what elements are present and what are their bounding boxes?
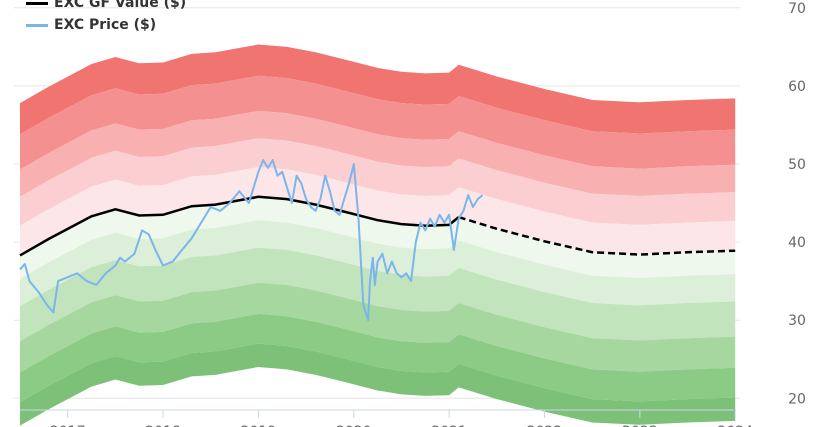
legend-item-gf-value[interactable]: EXC GF Value ($)	[26, 0, 186, 14]
x-tick-label-2019: 2019	[241, 424, 277, 427]
value-band-1	[20, 75, 736, 170]
x-tick-label-2022: 2022	[527, 424, 563, 427]
x-tick-label-2024: 2024	[717, 424, 753, 427]
y-tick-label-30: 30	[788, 313, 806, 329]
y-tick-label-70: 70	[788, 1, 806, 17]
value-band-2	[20, 110, 736, 197]
x-tick-label-2018: 2018	[145, 424, 181, 427]
value-band-4	[20, 167, 736, 256]
x-tick-label-2017: 2017	[50, 424, 86, 427]
price-line	[19, 159, 484, 322]
value-band-5	[20, 196, 736, 279]
x-tick-label-2020: 2020	[336, 424, 372, 427]
value-band-0	[20, 44, 736, 135]
y-tick-label-40: 40	[788, 235, 806, 251]
legend-swatch-gf-value	[26, 1, 48, 5]
legend-swatch-price	[26, 23, 48, 27]
y-tick-label-50: 50	[788, 157, 806, 173]
value-band-9	[20, 313, 736, 403]
value-band-3	[20, 138, 736, 226]
y-tick-label-20: 20	[788, 391, 806, 407]
legend-label-gf-value: EXC GF Value ($)	[54, 0, 187, 11]
legend: EXC GF Value ($) EXC Price ($)	[26, 0, 186, 36]
legend-item-price[interactable]: EXC Price ($)	[26, 14, 186, 36]
y-tick-label-60: 60	[788, 79, 806, 95]
gf-value-line	[19, 195, 460, 257]
value-band-7	[20, 247, 736, 342]
gf-value-estimate-line	[458, 215, 736, 256]
value-band-8	[20, 282, 736, 373]
value-band-10	[20, 343, 736, 426]
x-tick-label-2023: 2023	[622, 424, 658, 427]
legend-label-price: EXC Price ($)	[54, 17, 157, 33]
x-tick-label-2021: 2021	[431, 424, 467, 427]
